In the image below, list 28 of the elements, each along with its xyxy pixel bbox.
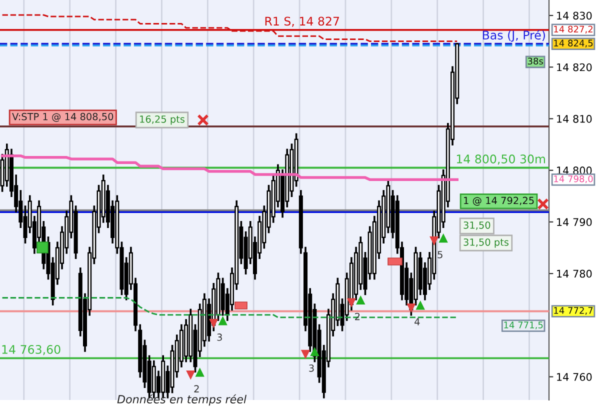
text: 14 771,5 (504, 322, 543, 330)
ref-line-label: R1 S, 14 827 (265, 16, 339, 27)
text: 14 827,2 (554, 26, 592, 34)
annotation: 5 (438, 251, 442, 258)
annotation: 4 (414, 318, 420, 326)
ref-line-label: 14 800,50 30m (456, 154, 545, 165)
text: 14 824,5 (554, 40, 593, 48)
line-series (0, 154, 459, 182)
annotation: Données en temps réel (117, 394, 247, 406)
y-tick-label: 14 760 (557, 373, 592, 381)
text: 31,50 pts (464, 238, 508, 248)
annotation: 2 (194, 385, 199, 392)
text: 38s (528, 58, 544, 65)
y-tick-label: 14 820 (557, 63, 592, 72)
y-tick-label: 14 830 (557, 12, 592, 20)
y-tick-label: 14 780 (557, 270, 592, 278)
text: 31,50 (464, 221, 490, 230)
annotation: 3 (309, 364, 314, 372)
annotation: 3 (217, 334, 222, 341)
ref-line-label: Bas (J, Pré) (482, 30, 545, 42)
text: 14 798,0 (554, 175, 593, 184)
y-tick-label: 14 810 (557, 114, 592, 123)
ref-line-label: V:STP 1 @ 14 808,50 (12, 112, 114, 122)
ref-line-label: 1 @ 14 792,25 (464, 196, 534, 206)
y-tick-label: 14 790 (557, 218, 592, 226)
ref-line-label: 14 763,60 (2, 344, 60, 356)
annotation: 16,25 pts (140, 115, 184, 125)
text: 14 772,7 (554, 307, 593, 315)
